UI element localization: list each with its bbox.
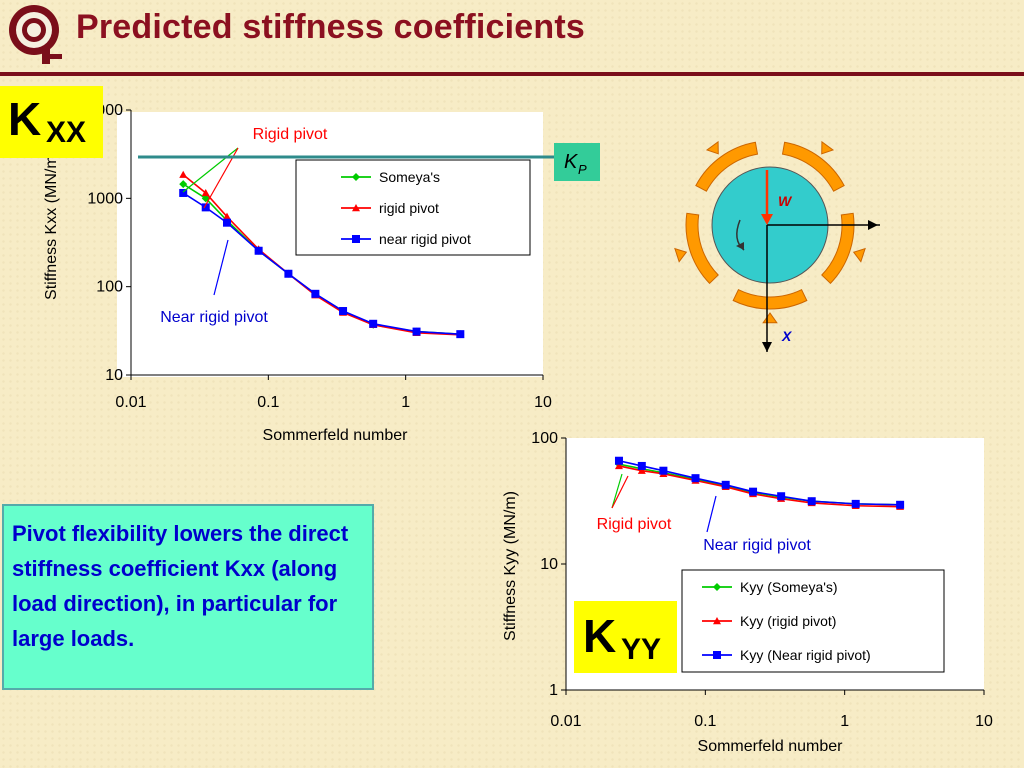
kxx-rigid-pivot-annotation: Rigid pivot [253, 126, 328, 143]
bearing-pad-3 [781, 141, 845, 192]
kyy-series-2-point [851, 499, 860, 508]
kxx-series-2-point [311, 289, 320, 298]
kyy-series-2-point [777, 492, 786, 501]
kxx-label-main: K [8, 93, 42, 145]
kxx-legend-label-2: near rigid pivot [379, 231, 471, 247]
kxx-x-tick-label: 0.1 [257, 394, 279, 411]
kxx-legend-label-1: rigid pivot [379, 200, 439, 216]
kxx-series-2-point [284, 269, 293, 278]
kyy-series-2-point [721, 480, 730, 489]
kyy-label-main: K [583, 610, 617, 662]
kxx-y-axis-label: Stiffness Kxx (MN/m) [43, 150, 60, 300]
kxx-series-line-2 [182, 192, 461, 335]
bearing-pad-2 [695, 141, 759, 192]
rotation-arrow-head [736, 242, 744, 250]
kyy-x-tick-label: 10 [975, 713, 993, 730]
kyy-series-2-point [659, 466, 668, 475]
pivot-0 [762, 312, 778, 324]
kxx-series-2-point [339, 307, 348, 316]
kxx-series-1-point [201, 188, 210, 197]
kyy-series-2-point [614, 456, 623, 465]
kxx-y-tick-label: 1000 [87, 190, 123, 207]
kxx-label-sub: XX [46, 116, 87, 149]
kxx-near-rigid-annotation: Near rigid pivot [160, 309, 268, 326]
kyy-label-sub: YY [621, 633, 662, 666]
y-axis-arrow [868, 220, 878, 230]
pivot-3 [821, 140, 835, 155]
kxx-legend-box [295, 159, 531, 256]
kyy-x-tick-label: 1 [840, 713, 849, 730]
kyy-y-tick-label: 1 [549, 682, 558, 699]
kxx-series-2-point [222, 218, 231, 227]
conclusion-note: Pivot flexibility lowers the direct stif… [2, 504, 374, 690]
load-arrow-head [761, 214, 773, 225]
pivot-4 [852, 247, 866, 263]
pivot-1 [674, 247, 688, 263]
bearing-pad-1 [685, 212, 719, 285]
kxx-x-axis-label: Sommerfeld number [263, 427, 409, 444]
kxx-x-tick-label: 0.01 [115, 394, 146, 411]
kxx-series-2-point [201, 203, 210, 212]
kyy-y-axis-label: Stiffness Kyy (MN/m) [502, 491, 519, 641]
kxx-series-2-point [456, 330, 465, 339]
kyy-rigid-pivot-annotation: Rigid pivot [597, 516, 672, 533]
kxx-series-2-point [254, 246, 263, 255]
kyy-x-tick-label: 0.1 [694, 713, 716, 730]
x-axis-label: X [781, 328, 793, 344]
university-logo [9, 5, 62, 64]
kyy-near-rigid-annotation: Near rigid pivot [703, 537, 811, 554]
kyy-legend-marker-1 [713, 617, 721, 625]
kyy-legend-label-2: Kyy (Near rigid pivot) [740, 647, 871, 663]
kyy-series-2-point [807, 497, 816, 506]
pivot-2 [705, 140, 719, 155]
kxx-x-tick-label: 1 [401, 394, 410, 411]
kxx-near-rigid-arrow [213, 239, 229, 296]
x-axis-arrow [762, 342, 772, 352]
bearing-pad-4 [821, 212, 855, 285]
kyy-y-tick-label: 100 [531, 430, 558, 447]
kyy-series-1-point [637, 466, 646, 474]
kyy-series-line-2 [618, 459, 901, 506]
kxx-legend-label-0: Someya's [379, 169, 440, 185]
kyy-legend-marker-0 [713, 583, 721, 591]
title-divider [0, 72, 1024, 76]
kyy-legend-label-1: Kyy (rigid pivot) [740, 613, 836, 629]
kyy-series-2-point [749, 487, 758, 496]
kxx-series-1-point [222, 212, 231, 220]
page-title: Predicted stiffness coefficients [76, 8, 585, 46]
kyy-rigid-arrow-red [611, 475, 629, 509]
kxx-y-tick-label: 100 [96, 279, 123, 296]
kyy-x-tick-label: 0.01 [550, 713, 581, 730]
kxx-series-2-point [369, 319, 378, 328]
kyy-legend-label-0: Kyy (Someya's) [740, 579, 838, 595]
kxx-label-box: K XX [0, 86, 103, 158]
kxx-y-tick-label: 10 [105, 367, 123, 384]
kyy-series-1-point [614, 461, 623, 470]
load-label: W [778, 193, 793, 209]
bearing-pad-0 [732, 289, 808, 310]
kyy-label-box: K YY [574, 601, 677, 673]
kyy-series-2-point [691, 474, 700, 483]
kyy-x-axis-label: Sommerfeld number [698, 738, 844, 755]
kxx-rigid-arrow-green [182, 147, 239, 193]
kxx-series-2-point [179, 188, 188, 197]
kyy-y-tick-label: 10 [540, 556, 558, 573]
kxx-legend-marker-1 [352, 204, 360, 212]
kxx-legend-marker-0 [352, 173, 360, 181]
kyy-series-line-1 [618, 465, 901, 508]
tilting-pad-bearing-diagram: W Y X [674, 140, 880, 352]
bearing-pads [674, 140, 866, 324]
kxx-x-tick-label: 10 [534, 394, 552, 411]
kyy-near-rigid-arrow [706, 495, 717, 533]
kxx-legend-marker-2 [352, 235, 360, 243]
kyy-series-2-point [896, 500, 905, 509]
kyy-series-2-point [637, 461, 646, 470]
kyy-legend-marker-2 [713, 651, 721, 659]
kxx-series-0-point [179, 180, 188, 189]
kyy-rigid-arrow-green [611, 473, 623, 509]
kxx-series-2-point [412, 327, 421, 336]
kxx-series-1-point [179, 170, 188, 178]
